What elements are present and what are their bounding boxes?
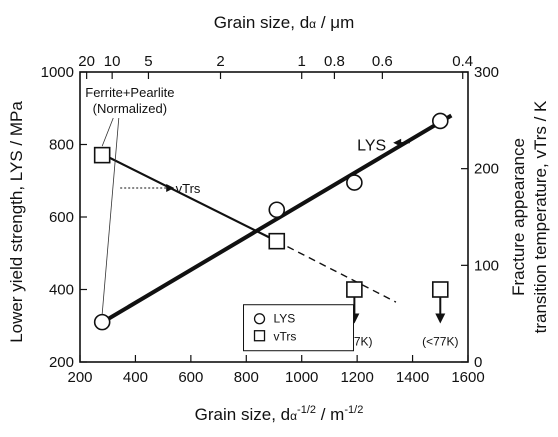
y-right-tick-label: 200 — [474, 161, 499, 178]
top-tick-label: 5 — [144, 53, 152, 70]
top-tick-label: 0.6 — [372, 53, 393, 70]
down-arrow-head-1500 — [435, 313, 446, 324]
top-tick-label: 2 — [216, 53, 224, 70]
y-left-tick-label: 800 — [49, 137, 74, 154]
x-tick-label: 1600 — [451, 369, 484, 386]
x-tick-label: 800 — [234, 369, 259, 386]
y-left-tick-label: 600 — [49, 209, 74, 226]
lys-data-point — [431, 112, 449, 130]
top-tick-label: 0.4 — [452, 53, 473, 70]
y-left-tick-label: 200 — [49, 354, 74, 371]
annotation-below-77k-1500: (<77K) — [422, 335, 458, 349]
y-left-tick-label: 1000 — [41, 64, 74, 81]
x-tick-label: 600 — [178, 369, 203, 386]
ferrite-leader-to-vtrs — [101, 117, 114, 147]
y-right-tick-label: 100 — [474, 257, 499, 274]
legend: LYS vTrs — [243, 304, 355, 352]
top-tick-label: 10 — [104, 53, 121, 70]
y-axis-title-left: Lower yield strength, LYS / MPa — [7, 101, 26, 343]
top-tick-label: 20 — [78, 53, 95, 70]
vtrs-fit-line — [96, 150, 278, 243]
y-left-tick-label: 400 — [49, 282, 74, 299]
x-tick-label: 400 — [123, 369, 148, 386]
vtrs-axis-arrow-head — [166, 184, 175, 192]
lys-fit-line — [95, 113, 453, 328]
annotation-normalized: (Normalized) — [93, 101, 167, 116]
lys-data-point — [268, 201, 286, 219]
annotation-ferrite-pearlite: Ferrite+Pearlite — [85, 85, 174, 100]
ferrite-leader-to-lys — [101, 117, 120, 315]
x-tick-label: 1000 — [285, 369, 318, 386]
y-axis-title-right-line1: Fracture appearance — [509, 138, 528, 296]
top-tick-label: 0.8 — [324, 53, 345, 70]
legend-box — [243, 304, 355, 352]
y-right-tick-label: 300 — [474, 64, 499, 81]
legend-marker-vtrs — [253, 330, 266, 342]
x-tick-label: 1400 — [396, 369, 429, 386]
annotation-vtrs-label: vTrs — [176, 181, 201, 196]
lys-axis-arrow-head — [393, 138, 402, 147]
legend-label-vtrs: vTrs — [274, 330, 297, 344]
vtrs-data-point — [346, 281, 363, 298]
vtrs-data-point — [268, 232, 286, 250]
vtrs-data-point — [431, 281, 449, 298]
y-right-tick-label: 0 — [474, 354, 482, 371]
annotation-lys-label: LYS — [357, 138, 386, 155]
y-axis-title-right-line2: transition temperature, vTrs / K — [531, 100, 550, 333]
x-axis-title: Grain size, dα-1/2 / m-1/2 — [195, 404, 364, 424]
legend-marker-lys — [253, 313, 266, 325]
legend-label-lys: LYS — [274, 312, 296, 326]
lys-data-point — [93, 313, 111, 331]
x-tick-label: 200 — [67, 369, 92, 386]
vtrs-data-point — [93, 146, 111, 164]
vtrs-fit-extrapolation — [276, 240, 397, 303]
top-axis-title: Grain size, dα / μm — [214, 13, 355, 32]
top-tick-label: 1 — [298, 53, 306, 70]
lys-data-point — [346, 174, 363, 191]
x-tick-label: 1200 — [340, 369, 373, 386]
